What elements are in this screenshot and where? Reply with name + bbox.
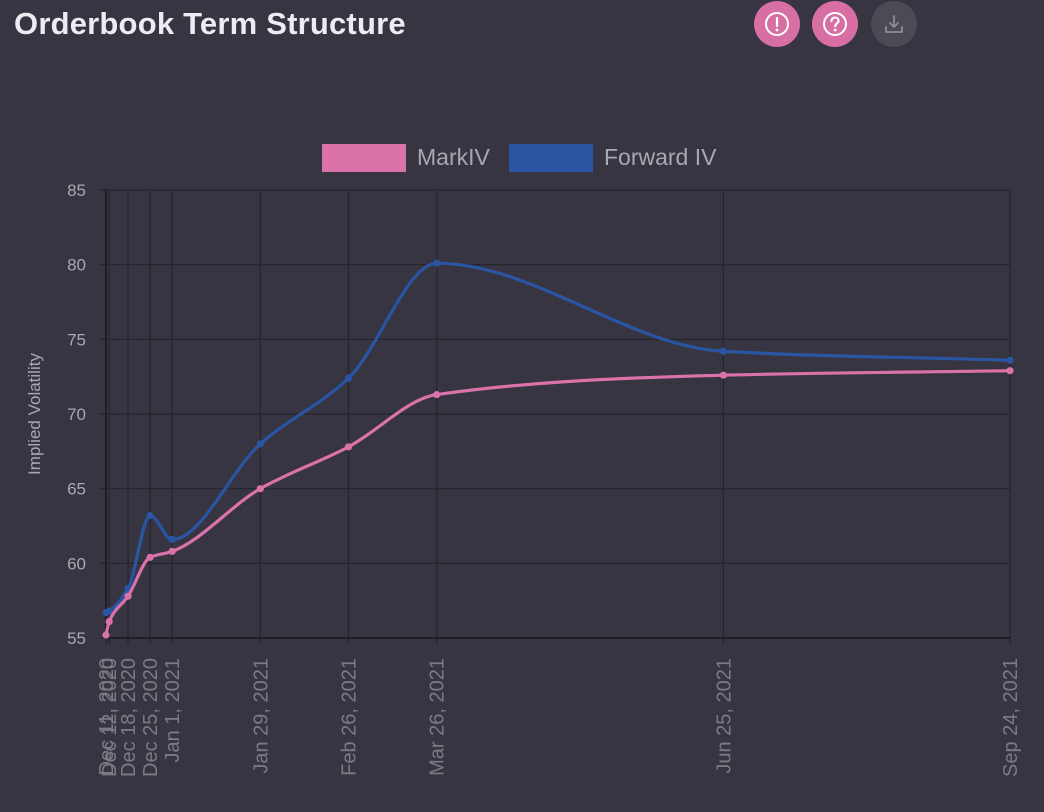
download-icon	[885, 15, 903, 33]
markiv-point	[719, 371, 727, 379]
markiv-point	[344, 443, 353, 451]
forward-iv-line	[104, 261, 1012, 615]
x-tick-label: Jan 1, 2021	[162, 658, 184, 763]
forward-iv-point	[256, 440, 264, 448]
x-tick-label: Dec 18, 2020	[118, 658, 140, 777]
y-tick-label: 85	[67, 181, 86, 200]
help-button[interactable]	[812, 1, 858, 47]
forward-iv-point	[344, 374, 353, 382]
markiv-point	[124, 592, 132, 600]
y-tick-label: 65	[67, 480, 86, 499]
forward-iv-point	[146, 511, 154, 520]
legend-swatch-markiv	[322, 144, 406, 172]
legend-label-forward-iv: Forward IV	[604, 144, 717, 170]
markiv-point	[433, 390, 441, 399]
x-tick-label: Mar 26, 2021	[427, 658, 449, 776]
download-button[interactable]	[871, 1, 917, 47]
y-tick-label: 55	[67, 629, 86, 648]
legend-swatch-forward-iv	[509, 144, 593, 172]
y-axis-title: Implied Volatility	[25, 353, 44, 475]
markiv-line	[104, 369, 1012, 637]
x-tick-label: Dec 12, 2020	[99, 658, 121, 777]
info-button[interactable]	[754, 1, 800, 47]
forward-iv-point	[433, 259, 441, 267]
exclamation-circle-icon	[765, 12, 789, 36]
forward-iv-point	[168, 535, 176, 544]
forward-iv-point	[719, 347, 727, 355]
forward-iv-point	[105, 607, 113, 615]
markiv-point	[102, 631, 110, 639]
markiv-point	[168, 547, 176, 555]
y-tick-label: 80	[67, 256, 86, 275]
x-tick-label: Dec 11, 2020	[96, 658, 118, 776]
x-tick-label: Jun 25, 2021	[713, 658, 735, 774]
page-title: Orderbook Term Structure	[14, 6, 406, 41]
x-tick-label: Dec 25, 2020	[140, 658, 162, 777]
markiv-point	[105, 617, 113, 626]
y-tick-label: 70	[67, 405, 86, 424]
y-tick-label: 75	[67, 330, 86, 349]
x-tick-label: Jan 29, 2021	[250, 658, 272, 774]
markiv-point	[146, 553, 154, 561]
forward-iv-point	[1006, 356, 1014, 364]
question-circle-icon	[823, 12, 847, 36]
y-tick-label: 60	[67, 554, 86, 573]
x-tick-label: Sep 24, 2021	[1000, 658, 1022, 777]
markiv-point	[1006, 367, 1014, 375]
x-tick-label: Feb 26, 2021	[339, 658, 361, 776]
legend-label-markiv: MarkIV	[417, 144, 491, 170]
markiv-point	[256, 485, 264, 493]
